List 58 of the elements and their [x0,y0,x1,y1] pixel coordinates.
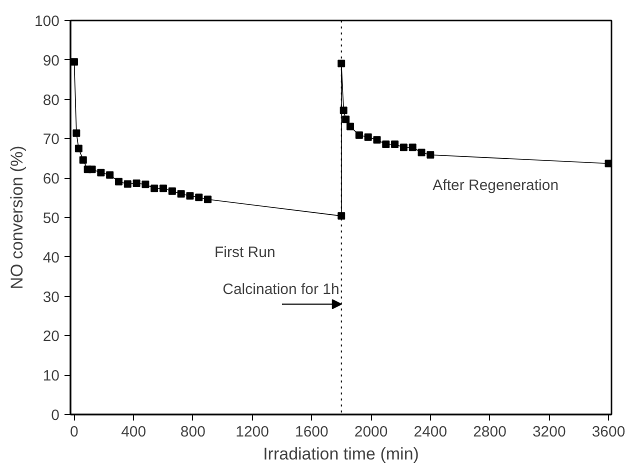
y-tick-label: 100 [34,13,60,30]
point [186,192,194,200]
point [204,196,212,204]
annotation: After Regeneration [432,176,559,194]
point [114,178,122,186]
point [340,106,348,114]
point [160,184,168,192]
annotation: Calcination for 1h [222,281,340,298]
x-tick-label: 400 [121,424,146,440]
point [418,148,426,156]
point [338,60,346,68]
point [373,136,381,144]
point [74,144,82,152]
point [124,180,132,188]
x-tick-label: 1600 [295,424,328,440]
point [168,187,176,195]
y-tick-label: 50 [42,210,60,227]
point [346,122,354,130]
point [142,180,150,188]
y-tick-label: 40 [42,249,60,266]
x-tick-label: 1200 [236,424,270,440]
x-tick-label: 3200 [532,424,566,440]
point [338,212,346,220]
point [355,131,363,139]
point [391,140,399,148]
x-axis-title: Irradiation time (min) [263,444,419,464]
annotation: First Run [214,244,276,262]
x-tick-label: 2800 [473,424,506,440]
y-tick-label: 20 [42,328,60,346]
point [132,179,140,187]
point [342,116,350,124]
point [79,156,87,164]
point [426,151,434,159]
y-tick-label: 60 [42,170,60,188]
point [150,184,158,192]
y-axis-title: NO conversion (%) [7,146,26,290]
y-tick-label: 10 [42,368,60,385]
y-tick-label: 80 [42,92,60,109]
point [106,171,114,179]
point [195,194,203,202]
y-tick-label: 30 [42,288,60,306]
point [364,133,372,141]
point [177,190,185,198]
y-tick-label: 90 [42,52,60,70]
point [88,166,96,174]
x-tick-label: 800 [180,424,206,440]
x-tick-label: 3600 [592,424,626,440]
point [400,144,408,152]
y-tick-label: 0 [51,407,60,424]
point [382,140,390,148]
x-tick-label: 0 [70,424,78,440]
point [604,160,612,168]
point [408,144,416,152]
point [97,168,105,176]
x-tick-label: 2000 [354,424,388,440]
point [72,129,80,137]
y-tick-label: 70 [42,131,60,148]
x-tick-label: 2400 [414,424,448,440]
